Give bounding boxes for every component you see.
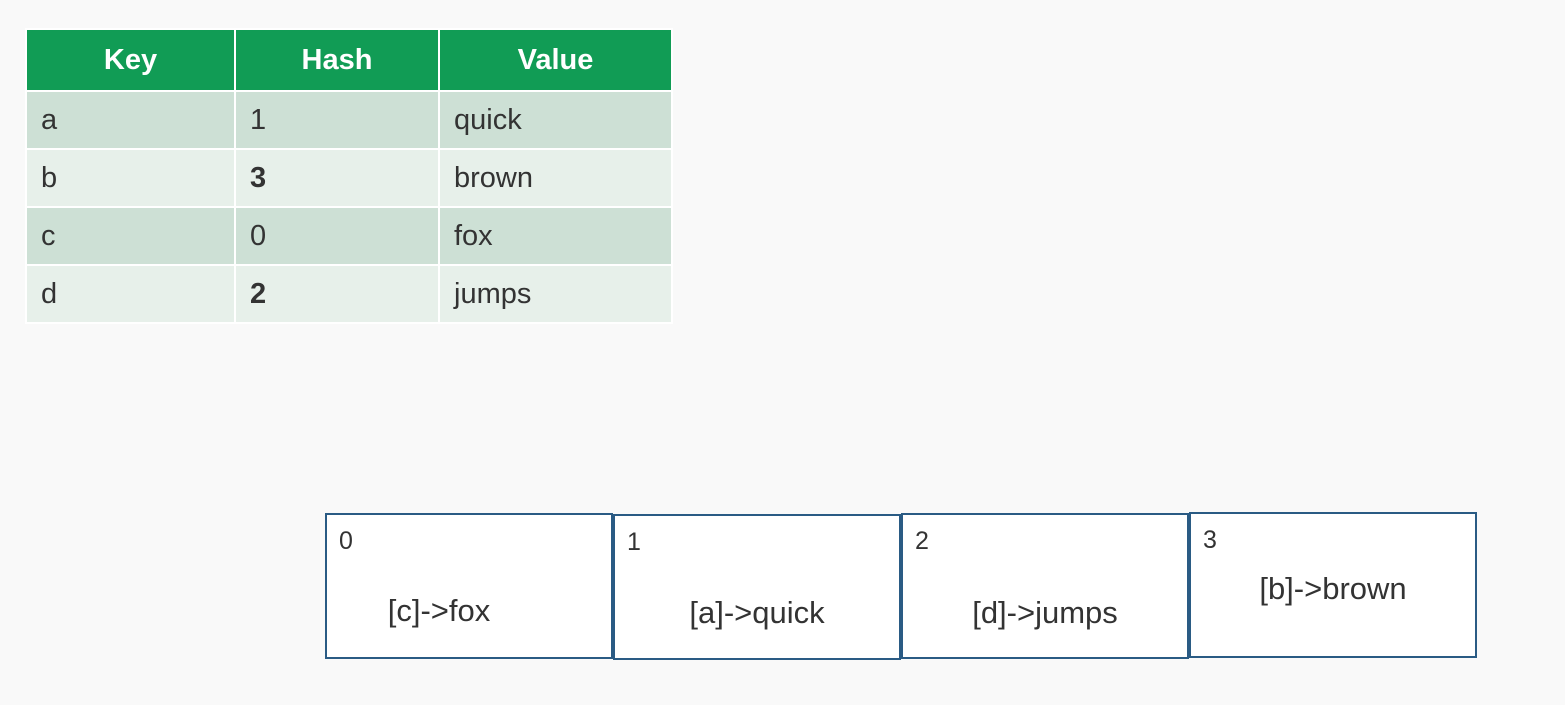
cell-value: quick	[438, 90, 673, 150]
bucket-content: [d]->jumps	[972, 595, 1118, 630]
bucket-content: [a]->quick	[689, 595, 825, 630]
table-row: d 2 jumps	[25, 264, 673, 324]
cell-value: fox	[438, 206, 673, 266]
bucket-1: 1 [a]->quick	[613, 514, 901, 660]
cell-value: brown	[438, 148, 673, 208]
bucket-content: [c]->fox	[387, 593, 491, 628]
cell-hash: 1	[234, 90, 440, 150]
header-hash: Hash	[234, 28, 440, 92]
table-row: c 0 fox	[25, 206, 673, 266]
cell-hash: 0	[234, 206, 440, 266]
header-value: Value	[438, 28, 673, 92]
table-header-row: Key Hash Value	[25, 28, 673, 92]
bucket-index: 2	[915, 527, 929, 555]
bucket-array: 0 [c]->fox 1 [a]->quick 2 [d]->jumps 3 […	[325, 512, 1479, 660]
cell-key: a	[25, 90, 236, 150]
hash-table: Key Hash Value a 1 quick b 3 brown c 0 f…	[25, 28, 673, 324]
cell-value: jumps	[438, 264, 673, 324]
cell-hash: 2	[234, 264, 440, 324]
table-row: a 1 quick	[25, 90, 673, 150]
bucket-content: [b]->brown	[1259, 571, 1407, 606]
cell-key: d	[25, 264, 236, 324]
table-row: b 3 brown	[25, 148, 673, 208]
cell-key: c	[25, 206, 236, 266]
bucket-0: 0 [c]->fox	[325, 513, 613, 659]
bucket-index: 3	[1203, 526, 1217, 554]
bucket-index: 0	[339, 527, 353, 555]
cell-key: b	[25, 148, 236, 208]
cell-hash: 3	[234, 148, 440, 208]
bucket-index: 1	[627, 528, 641, 556]
bucket-3: 3 [b]->brown	[1189, 512, 1477, 658]
bucket-2: 2 [d]->jumps	[901, 513, 1189, 659]
header-key: Key	[25, 28, 236, 92]
